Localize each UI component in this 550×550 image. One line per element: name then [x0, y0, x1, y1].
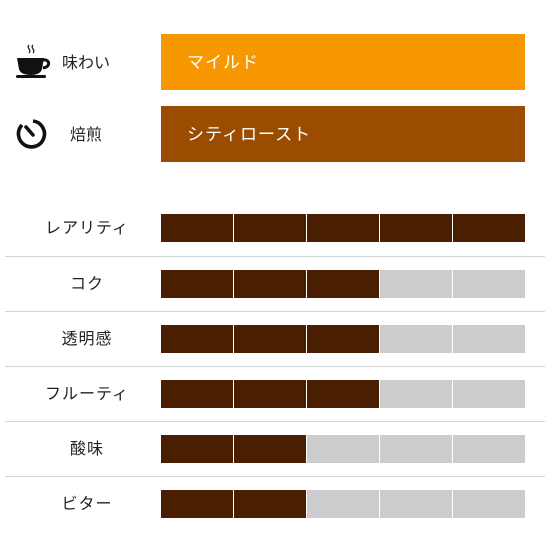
rating-label: 酸味 — [69, 439, 104, 458]
rating-segment-filled — [161, 325, 233, 353]
rating-segment-filled — [453, 214, 525, 242]
row-divider — [5, 311, 545, 312]
taste-label: 味わい — [62, 53, 111, 72]
rating-segment-empty — [453, 380, 525, 408]
rating-segment-filled — [307, 380, 379, 408]
rating-label: コク — [69, 274, 104, 293]
rating-bar — [161, 214, 525, 242]
rating-segment-filled — [234, 214, 306, 242]
rating-bar — [161, 435, 525, 463]
hot-cup-icon — [14, 42, 54, 82]
rating-bar — [161, 270, 525, 298]
rating-segment-filled — [380, 214, 452, 242]
row-divider — [5, 421, 545, 422]
rating-bar — [161, 490, 525, 518]
rating-segment-empty — [453, 270, 525, 298]
rating-segment-filled — [234, 325, 306, 353]
rating-bar — [161, 325, 525, 353]
rating-segment-filled — [161, 270, 233, 298]
rating-segment-empty — [453, 325, 525, 353]
rating-segment-empty — [380, 380, 452, 408]
rating-label: フルーティ — [44, 384, 130, 403]
rating-segment-filled — [161, 214, 233, 242]
roast-label: 焙煎 — [70, 125, 103, 144]
rating-segment-filled — [234, 270, 306, 298]
taste-row: 味わい マイルド — [0, 34, 550, 90]
rating-row-clarity: 透明感 — [0, 311, 550, 366]
taste-value: マイルド — [161, 34, 525, 90]
rating-segment-empty — [307, 435, 379, 463]
row-divider — [5, 366, 545, 367]
row-divider — [5, 476, 545, 477]
rating-segment-empty — [453, 435, 525, 463]
rating-segment-filled — [307, 270, 379, 298]
rating-row-bitter: ビター — [0, 476, 550, 531]
row-divider — [5, 256, 545, 257]
rating-label: レアリティ — [44, 218, 130, 237]
roast-row: 焙煎 シティロースト — [0, 106, 550, 162]
rating-segment-filled — [307, 214, 379, 242]
rating-label: ビター — [61, 494, 113, 513]
rating-label: 透明感 — [61, 329, 113, 348]
rating-segment-filled — [234, 435, 306, 463]
rating-row-body: コク — [0, 256, 550, 311]
roast-value: シティロースト — [161, 106, 525, 162]
rating-segment-empty — [453, 490, 525, 518]
timer-icon — [14, 114, 54, 154]
rating-segment-empty — [380, 270, 452, 298]
rating-row-fruity: フルーティ — [0, 366, 550, 421]
rating-segment-filled — [161, 490, 233, 518]
rating-segment-filled — [161, 380, 233, 408]
rating-segment-empty — [380, 435, 452, 463]
rating-segment-empty — [307, 490, 379, 518]
rating-row-acidity: 酸味 — [0, 421, 550, 476]
rating-segment-empty — [380, 325, 452, 353]
rating-row-rarity: レアリティ — [0, 200, 550, 255]
rating-segment-filled — [234, 380, 306, 408]
rating-segment-filled — [234, 490, 306, 518]
rating-segment-empty — [380, 490, 452, 518]
rating-segment-filled — [161, 435, 233, 463]
rating-bar — [161, 380, 525, 408]
rating-segment-filled — [307, 325, 379, 353]
